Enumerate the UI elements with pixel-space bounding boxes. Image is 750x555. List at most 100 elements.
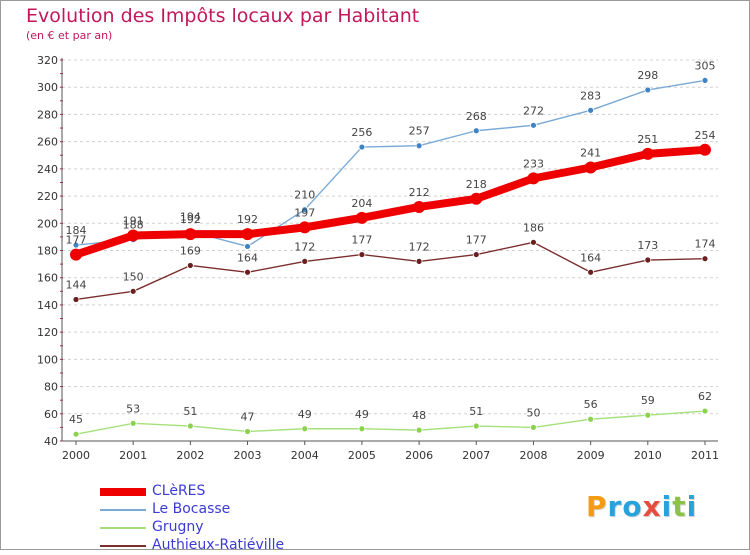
data-label: 174 bbox=[695, 238, 716, 251]
data-label: 47 bbox=[241, 410, 255, 423]
y-tick-label: 60 bbox=[44, 408, 58, 421]
logo-letter: x bbox=[642, 490, 662, 523]
y-tick-label: 80 bbox=[44, 381, 58, 394]
data-label: 177 bbox=[466, 234, 487, 247]
data-point bbox=[701, 407, 709, 415]
data-label: 164 bbox=[580, 251, 601, 264]
data-point bbox=[415, 257, 423, 265]
data-label: 144 bbox=[66, 278, 87, 291]
x-tick-label: 2009 bbox=[577, 449, 605, 462]
x-tick-label: 2000 bbox=[62, 449, 90, 462]
data-point bbox=[644, 411, 652, 419]
y-tick-label: 120 bbox=[37, 326, 58, 339]
data-label: 298 bbox=[637, 69, 658, 82]
data-label: 218 bbox=[466, 178, 487, 191]
data-point bbox=[413, 200, 426, 213]
y-tick-label: 160 bbox=[37, 272, 58, 285]
data-label: 48 bbox=[412, 409, 426, 422]
data-label: 56 bbox=[584, 398, 598, 411]
x-tick-label: 2008 bbox=[519, 449, 547, 462]
data-point bbox=[72, 296, 80, 303]
legend-item: CLèRES bbox=[100, 483, 320, 501]
legend-label: Grugny bbox=[152, 519, 204, 535]
data-label: 164 bbox=[237, 251, 258, 264]
data-point bbox=[298, 221, 311, 234]
data-label: 305 bbox=[695, 59, 716, 72]
data-point bbox=[301, 206, 309, 214]
data-point bbox=[129, 287, 137, 295]
y-tick-label: 180 bbox=[37, 245, 58, 258]
logo-letter: i bbox=[686, 490, 698, 523]
data-point bbox=[244, 428, 251, 435]
legend-label: CLèRES bbox=[152, 483, 206, 499]
data-label: 212 bbox=[409, 186, 430, 199]
data-label: 283 bbox=[580, 89, 601, 102]
legend-swatch bbox=[100, 527, 146, 529]
data-point bbox=[530, 238, 537, 246]
data-point bbox=[584, 161, 597, 174]
data-point bbox=[301, 257, 309, 265]
data-point bbox=[186, 422, 194, 430]
data-point bbox=[587, 268, 595, 276]
data-point bbox=[70, 248, 82, 261]
data-label: 51 bbox=[183, 405, 197, 418]
data-point bbox=[530, 423, 537, 431]
data-label: 53 bbox=[126, 402, 140, 415]
data-point bbox=[470, 192, 483, 205]
data-point bbox=[72, 241, 80, 249]
data-label: 169 bbox=[180, 244, 201, 257]
data-label: 241 bbox=[580, 146, 601, 159]
series-line bbox=[75, 241, 706, 301]
y-tick-label: 200 bbox=[37, 217, 58, 230]
data-point bbox=[241, 228, 254, 241]
y-tick-label: 240 bbox=[37, 163, 58, 176]
data-label: 204 bbox=[351, 197, 372, 210]
data-label: 49 bbox=[298, 408, 312, 421]
data-point bbox=[186, 262, 194, 269]
data-point bbox=[644, 86, 652, 94]
legend-swatch bbox=[100, 509, 146, 511]
legend-label: Le Bocasse bbox=[152, 501, 231, 517]
data-label: 254 bbox=[695, 129, 716, 142]
data-point bbox=[530, 121, 537, 129]
data-point bbox=[641, 147, 654, 160]
data-point bbox=[415, 426, 423, 434]
data-point bbox=[358, 143, 366, 151]
data-label: 251 bbox=[637, 133, 658, 146]
data-label: 45 bbox=[69, 413, 83, 426]
series-line bbox=[72, 145, 709, 259]
chart-subtitle: (en € et par an) bbox=[26, 29, 113, 42]
legend-label: Authieux-Ratiéville bbox=[152, 537, 285, 553]
y-tick-label: 100 bbox=[37, 353, 58, 366]
series-line bbox=[75, 410, 706, 435]
data-label: 268 bbox=[466, 110, 487, 123]
proxiti-logo: Proxiti bbox=[586, 490, 697, 523]
y-tick-label: 280 bbox=[37, 108, 58, 121]
data-point bbox=[587, 106, 595, 114]
data-point bbox=[472, 422, 480, 430]
y-tick-label: 140 bbox=[37, 299, 58, 312]
data-label: 210 bbox=[294, 189, 315, 202]
data-label: 150 bbox=[123, 270, 144, 283]
y-tick-label: 300 bbox=[37, 81, 58, 94]
data-label: 197 bbox=[294, 206, 315, 219]
legend-swatch bbox=[100, 545, 146, 547]
data-label: 59 bbox=[641, 394, 655, 407]
data-point bbox=[184, 228, 197, 241]
chart-legend: CLèRES Le Bocasse Grugny Authieux-Ratiévill… bbox=[100, 483, 320, 555]
data-point bbox=[701, 77, 709, 84]
data-point bbox=[644, 256, 652, 264]
data-point bbox=[355, 211, 368, 224]
data-point bbox=[587, 415, 595, 423]
data-point bbox=[244, 243, 251, 250]
data-point bbox=[358, 425, 366, 433]
x-tick-label: 2001 bbox=[119, 449, 147, 462]
legend-swatch bbox=[100, 488, 146, 496]
data-label: 188 bbox=[123, 219, 144, 232]
x-tick-label: 2002 bbox=[176, 449, 204, 462]
logo-letter: P bbox=[586, 490, 608, 523]
x-tick-label: 2003 bbox=[234, 449, 262, 462]
data-point bbox=[472, 127, 480, 135]
data-point bbox=[358, 251, 366, 258]
